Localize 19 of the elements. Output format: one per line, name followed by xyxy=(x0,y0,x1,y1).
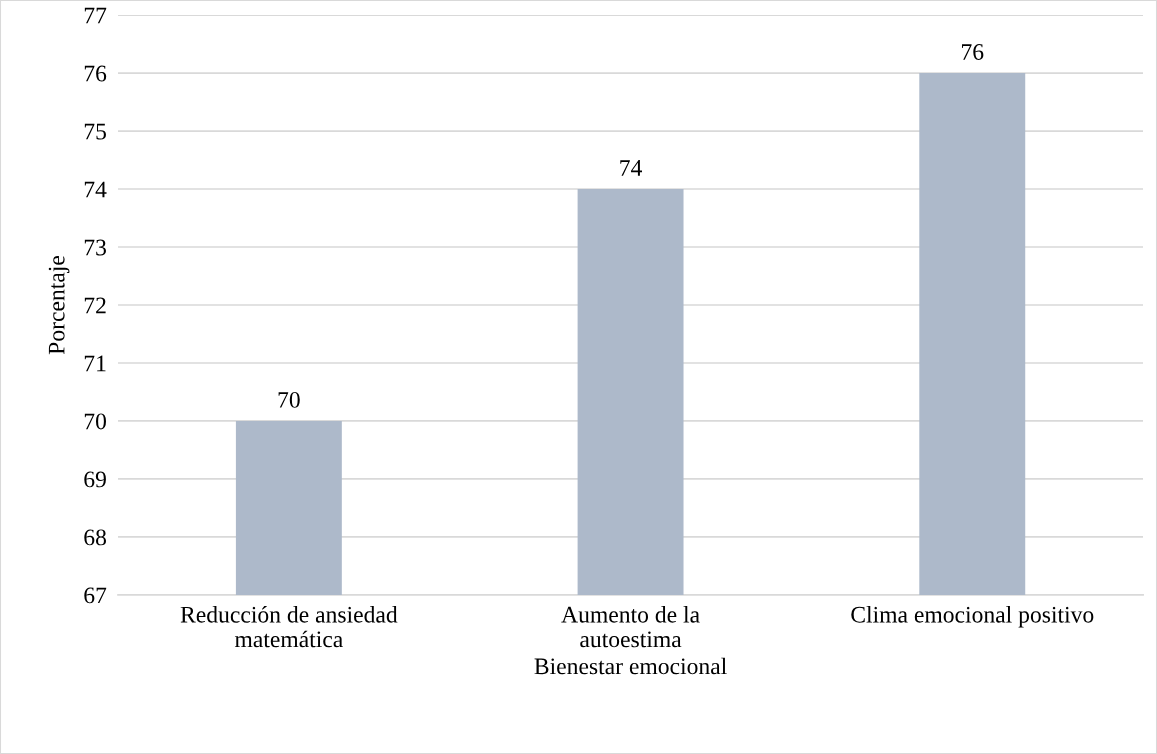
data-label: 74 xyxy=(620,160,642,176)
y-tick-label: 70 xyxy=(84,413,106,430)
x-tick-label: Clima emocional positivo xyxy=(851,606,1094,628)
y-tick-label: 71 xyxy=(84,355,106,372)
x-tick-label: Aumento de la autoestima xyxy=(561,606,700,648)
y-tick-label: 74 xyxy=(84,181,107,198)
x-tick-label: Reducción de ansiedad matemática xyxy=(180,605,398,648)
y-tick-label: 69 xyxy=(84,471,106,488)
data-label: 76 xyxy=(962,44,984,60)
y-tick-label: 72 xyxy=(84,297,106,314)
y-axis-title: Porcentaje xyxy=(48,255,70,355)
y-tick-label: 76 xyxy=(84,65,107,82)
data-label: 70 xyxy=(278,391,300,408)
y-tick-label: 68 xyxy=(84,529,106,546)
y-tick-label: 75 xyxy=(84,123,106,140)
x-axis-title: Bienestar emocional xyxy=(534,657,727,675)
y-tick-label: 77 xyxy=(84,7,107,24)
y-tick-label: 67 xyxy=(84,587,107,604)
y-tick-label: 73 xyxy=(84,239,106,256)
